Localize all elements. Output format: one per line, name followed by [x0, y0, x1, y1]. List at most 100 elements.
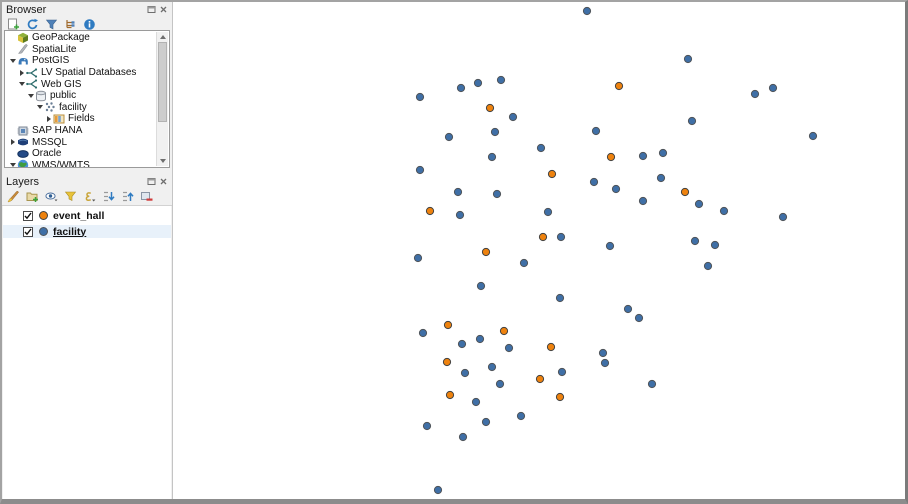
remove-layer-button[interactable]	[140, 190, 153, 203]
browser-item-wms-wmts[interactable]: WMS/WMTS	[6, 159, 155, 168]
facility-point	[638, 196, 648, 206]
browser-item-oracle[interactable]: Oracle	[6, 148, 155, 160]
browser-tree-scrollbar[interactable]	[156, 32, 168, 166]
facility-point	[504, 343, 514, 353]
refresh-button[interactable]	[26, 18, 39, 31]
layer-item-facility[interactable]: facility	[3, 225, 171, 238]
layer-visibility-checkbox[interactable]	[23, 210, 33, 221]
browser-item-label: Fields	[68, 113, 95, 125]
expander-down-icon[interactable]	[35, 105, 44, 110]
expander-down-icon[interactable]	[17, 82, 26, 87]
properties-icon	[83, 18, 96, 31]
browser-tree: GeoPackage SpatiaLite PostGIS LV Spatial Da…	[4, 30, 170, 168]
map-canvas[interactable]	[173, 2, 905, 499]
layer-item-event_hall[interactable]: event_hall	[3, 209, 171, 222]
facility-point	[508, 112, 518, 122]
event_hall-point	[485, 103, 495, 113]
facility-point	[476, 281, 486, 291]
browser-item-sap-hana[interactable]: SAP HANA	[6, 125, 155, 137]
browser-item-postgis[interactable]: PostGIS	[6, 55, 155, 67]
close-panel-icon[interactable]	[159, 177, 168, 186]
facility-point	[487, 152, 497, 162]
facility-point	[413, 253, 423, 263]
open-layer-styling-button[interactable]	[7, 190, 20, 203]
float-panel-icon[interactable]	[147, 5, 156, 14]
browser-item-geopackage[interactable]: GeoPackage	[6, 32, 155, 44]
float-panel-icon[interactable]	[147, 177, 156, 186]
browser-item-lv-spatial-databases[interactable]: LV Spatial Databases	[6, 67, 155, 79]
facility-point	[555, 293, 565, 303]
browser-panel-header: Browser	[2, 2, 172, 16]
scrollbar-thumb[interactable]	[158, 42, 167, 122]
browser-item-web-gis[interactable]: Web GIS	[6, 78, 155, 90]
panel-splitter[interactable]	[2, 170, 172, 174]
scroll-up-icon[interactable]	[157, 32, 168, 42]
facility-point	[487, 362, 497, 372]
facility-point	[422, 421, 432, 431]
add-selected-layers-button[interactable]	[7, 18, 20, 31]
event_hall-point	[555, 392, 565, 402]
expander-right-icon[interactable]	[8, 139, 17, 146]
browser-item-spatialite[interactable]: SpatiaLite	[6, 44, 155, 56]
facility-point	[415, 92, 425, 102]
filter-by-expression-button[interactable]	[83, 190, 96, 203]
remove-layer-icon	[140, 190, 153, 203]
browser-item-facility[interactable]: facility	[6, 102, 155, 114]
facility-point	[638, 151, 648, 161]
facility-point	[647, 379, 657, 389]
properties-button[interactable]	[83, 18, 96, 31]
browser-item-public[interactable]: public	[6, 90, 155, 102]
scroll-down-icon[interactable]	[157, 156, 168, 166]
expand-all-icon	[102, 190, 115, 203]
facility-point	[634, 313, 644, 323]
filter-legend-button[interactable]	[64, 190, 77, 203]
facility-point	[433, 485, 443, 495]
browser-item-label: WMS/WMTS	[32, 159, 90, 168]
event_hall-point	[499, 326, 509, 336]
close-panel-icon[interactable]	[159, 5, 168, 14]
facility-point	[808, 131, 818, 141]
browser-item-fields[interactable]: Fields	[6, 113, 155, 125]
facility-point	[658, 148, 668, 158]
facility-point	[496, 75, 506, 85]
expander-down-icon[interactable]	[8, 58, 17, 63]
float-icon	[147, 5, 156, 14]
collapse-all-button[interactable]	[121, 190, 134, 203]
float-icon	[147, 177, 156, 186]
browser-panel-title: Browser	[6, 3, 47, 16]
browser-item-label: SpatiaLite	[32, 43, 77, 55]
facility-point	[623, 304, 633, 314]
fields-icon	[53, 113, 65, 125]
collapse-all-button[interactable]	[64, 18, 77, 31]
facility-point	[415, 165, 425, 175]
facility-point	[460, 368, 470, 378]
browser-item-label: public	[50, 90, 77, 102]
add-group-icon	[26, 190, 39, 203]
facility-point	[656, 173, 666, 183]
browser-item-mssql[interactable]: MSSQL	[6, 136, 155, 148]
filter-browser-button[interactable]	[45, 18, 58, 31]
event_hall-point	[546, 342, 556, 352]
expander-down-icon[interactable]	[26, 93, 35, 98]
manage-map-themes-button[interactable]	[45, 190, 58, 203]
layer-name: facility	[53, 225, 87, 238]
add-group-button[interactable]	[26, 190, 39, 203]
layer-swatch-icon	[39, 211, 48, 220]
facility-point	[703, 261, 713, 271]
facility-point	[453, 187, 463, 197]
facility-point	[582, 6, 592, 16]
expand-all-button[interactable]	[102, 190, 115, 203]
facility-point	[455, 210, 465, 220]
facility-point	[490, 127, 500, 137]
expander-down-icon[interactable]	[8, 163, 17, 167]
facility-point	[456, 83, 466, 93]
browser-item-label: SAP HANA	[32, 125, 83, 137]
facility-point	[690, 236, 700, 246]
sap-hana-icon	[17, 125, 29, 137]
layers-separator	[2, 205, 172, 206]
expander-right-icon[interactable]	[44, 115, 53, 122]
event_hall-point	[535, 374, 545, 384]
layer-visibility-checkbox[interactable]	[23, 226, 33, 237]
facility-point	[591, 126, 601, 136]
expander-right-icon[interactable]	[17, 69, 26, 76]
